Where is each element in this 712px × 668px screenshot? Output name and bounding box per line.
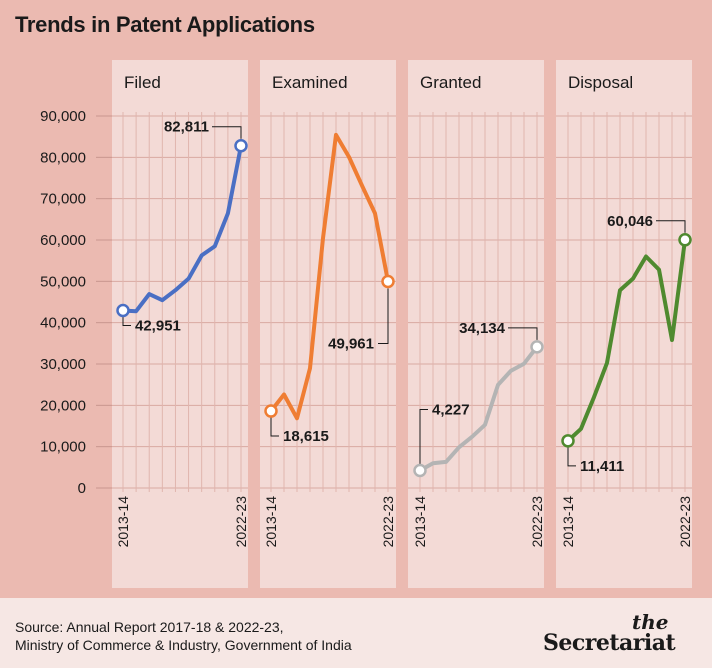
- data-label-start-examined: 18,615: [283, 428, 329, 445]
- point-marker-start-granted: [413, 463, 427, 478]
- source-note: Source: Annual Report 2017-18 & 2022-23,…: [15, 618, 352, 654]
- data-label-end-examined: 49,961: [328, 335, 374, 352]
- source-line-1: Source: Annual Report 2017-18 & 2022-23,: [15, 619, 284, 635]
- chart-title: Trends in Patent Applications: [15, 12, 315, 37]
- y-tick-label: 10,000: [40, 439, 86, 456]
- data-label-start-filed: 42,951: [135, 317, 181, 334]
- brand-logo-the: the: [632, 610, 669, 634]
- data-label-end-granted: 34,134: [459, 320, 506, 337]
- leader-line-start-granted: [419, 409, 428, 465]
- series-line-disposal: [566, 237, 687, 443]
- x-tick-label-start-disposal: 2013-14: [560, 496, 576, 548]
- data-label-start-disposal: 11,411: [580, 458, 624, 475]
- x-tick-label-end-examined: 2022-23: [380, 496, 396, 548]
- panel-background-examined: [260, 60, 396, 588]
- y-tick-label: 70,000: [40, 191, 86, 208]
- point-marker-start-disposal: [561, 434, 575, 448]
- point-marker-end-filed: [234, 138, 248, 153]
- y-tick-label: 50,000: [40, 273, 86, 290]
- leader-line-start-examined: [270, 417, 279, 437]
- series-line-filed: [121, 143, 243, 314]
- x-tick-label-end-disposal: 2022-23: [677, 496, 693, 548]
- y-tick-label: 20,000: [40, 397, 86, 414]
- x-tick-label-end-filed: 2022-23: [233, 496, 249, 548]
- data-label-start-granted: 4,227: [432, 402, 470, 419]
- leader-line-start-disposal: [567, 446, 576, 467]
- x-tick-label-start-examined: 2013-14: [263, 496, 279, 548]
- leader-line-end-disposal: [656, 220, 686, 233]
- point-marker-start-filed: [116, 303, 130, 318]
- point-marker-end-granted: [530, 340, 544, 354]
- brand-logo-name: Secretariat: [543, 630, 676, 656]
- point-marker-end-examined: [381, 274, 395, 289]
- x-tick-label-start-filed: 2013-14: [115, 496, 131, 548]
- x-tick-label-start-granted: 2013-14: [412, 496, 428, 548]
- footer: Source: Annual Report 2017-18 & 2022-23,…: [0, 598, 712, 668]
- y-tick-label: 40,000: [40, 315, 86, 332]
- leader-line-end-granted: [508, 327, 538, 340]
- data-label-end-filed: 82,811: [164, 119, 209, 136]
- y-tick-label: 30,000: [40, 356, 86, 373]
- leader-line-end-filed: [212, 126, 242, 139]
- panel-title-disposal: Disposal: [568, 73, 633, 92]
- leader-line-start-filed: [122, 316, 131, 326]
- y-tick-label: 60,000: [40, 232, 86, 249]
- panel-title-filed: Filed: [124, 73, 161, 92]
- point-marker-start-examined: [264, 404, 278, 418]
- point-marker-end-disposal: [678, 233, 692, 247]
- y-tick-label: 80,000: [40, 149, 86, 166]
- y-tick-label: 0: [78, 480, 86, 497]
- chart-area: 0 10,000 20,000 30,000 40,000 50,000 60,000 70,…: [40, 60, 693, 588]
- leader-line-end-examined: [378, 288, 389, 344]
- data-label-end-disposal: 60,046: [607, 213, 653, 230]
- panel-background-filed: [112, 60, 248, 588]
- y-tick-label: 90,000: [40, 108, 86, 125]
- source-line-2: Ministry of Commerce & Industry, Governm…: [15, 637, 352, 653]
- panel-title-granted: Granted: [420, 73, 481, 92]
- x-tick-label-end-granted: 2022-23: [529, 496, 545, 548]
- series-line-granted: [418, 344, 539, 473]
- panel-title-examined: Examined: [272, 73, 348, 92]
- panel-background-granted: [408, 60, 544, 588]
- series-line-examined: [269, 132, 390, 421]
